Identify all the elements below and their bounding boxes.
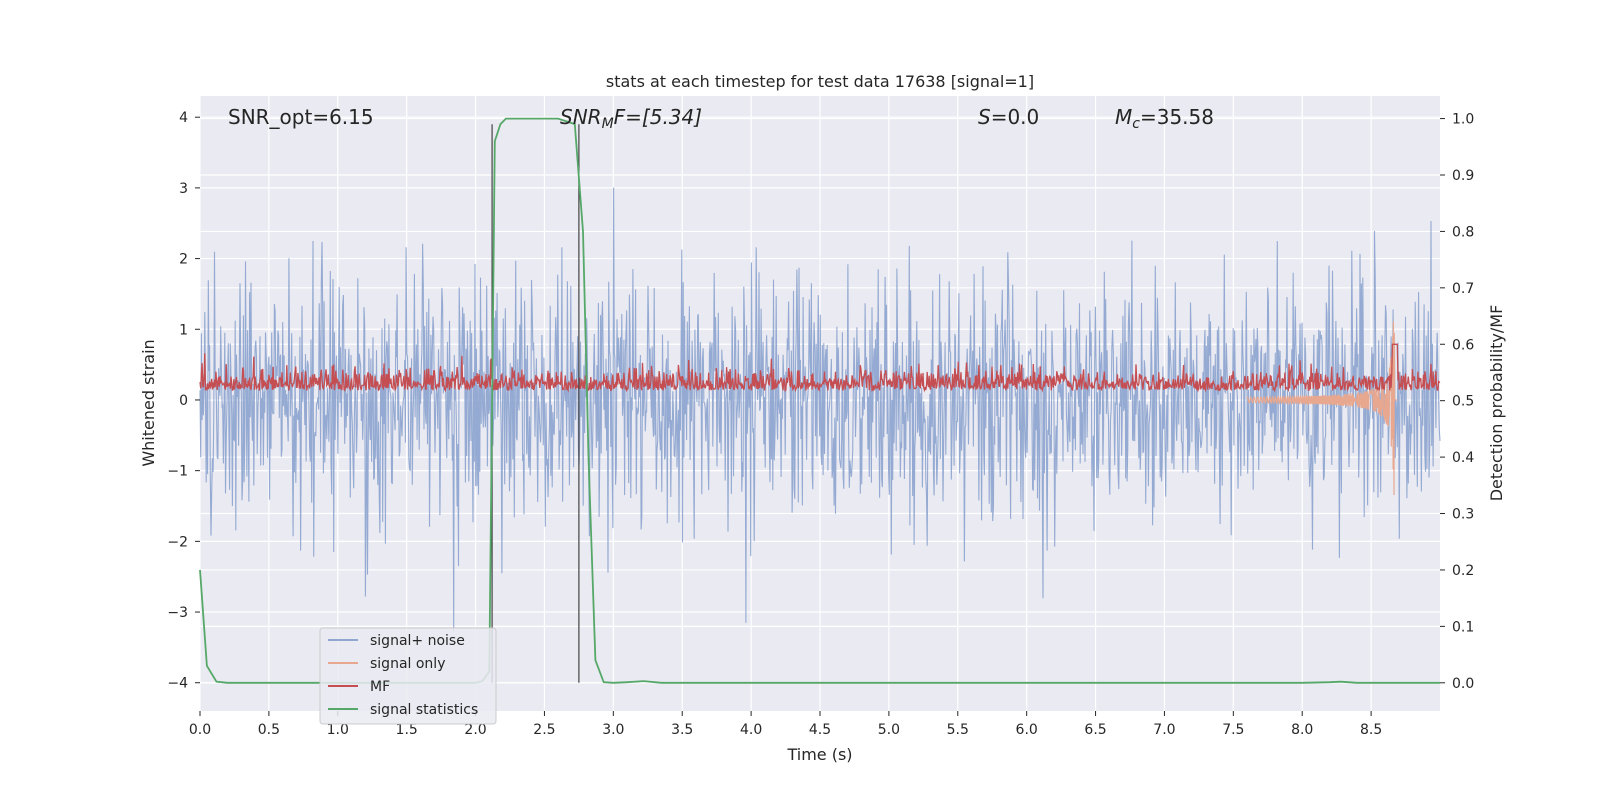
x-tick-label: 5.5	[947, 722, 969, 738]
x-tick-label: 1.0	[327, 722, 349, 738]
y-right-tick-label: 0.5	[1452, 394, 1474, 410]
legend-box	[319, 627, 497, 725]
y-tick-label: −1	[167, 464, 188, 480]
x-tick-label: 7.0	[1153, 722, 1175, 738]
mc-rest: =35.58	[1140, 105, 1214, 129]
s-rest: =0.0	[991, 105, 1040, 129]
y-axis-ticks: 4 3 2 1 0 −1 −2 −3 −4	[167, 110, 200, 692]
x-tick-label: 8.5	[1360, 722, 1382, 738]
y-right-tick-label: 0.3	[1452, 507, 1474, 523]
x-tick-label: 5.0	[878, 722, 900, 738]
legend: signal+ noise signal only MF signal stat…	[319, 627, 497, 725]
snr-mf-rest: F=[5.34]	[614, 105, 702, 129]
legend-label-mf: MF	[370, 679, 390, 695]
y-right-tick-label: 0.8	[1452, 224, 1474, 240]
y-tick-label: −4	[167, 676, 188, 692]
y-axis-label: Whitened strain	[139, 339, 158, 466]
y-right-tick-label: 0.6	[1452, 337, 1474, 353]
y-tick-label: −3	[167, 605, 188, 621]
x-axis-ticks: 0.0 0.5 1.0 1.5 2.0 2.5 3.0 3.5 4.0 4.5 5.0 5.5 6.0 6…	[189, 711, 1382, 738]
signal-only-series	[1246, 321, 1398, 496]
mf-line	[199, 343, 1441, 393]
snr-mf-main: SNR	[560, 105, 602, 129]
mc-annotation: Mc=35.58	[1115, 105, 1214, 132]
snr-opt-annotation: SNR_opt=6.15	[228, 105, 374, 129]
signal-only-line	[1246, 321, 1398, 496]
x-tick-label: 2.5	[533, 722, 555, 738]
y-right-tick-label: 0.2	[1452, 563, 1474, 579]
s-annotation: S=0.0	[978, 105, 1039, 129]
x-tick-label: 8.0	[1291, 722, 1313, 738]
chart-title: stats at each timestep for test data 176…	[606, 72, 1034, 91]
snr-mf-sub: M	[602, 116, 614, 132]
signal-noise-series	[199, 187, 1441, 632]
x-axis-label: Time (s)	[786, 745, 852, 764]
y-tick-label: −2	[167, 534, 188, 550]
x-tick-label: 3.5	[671, 722, 693, 738]
x-tick-label: 1.5	[396, 722, 418, 738]
x-tick-label: 6.0	[1016, 722, 1038, 738]
s-main: S	[978, 105, 991, 129]
x-tick-label: 0.0	[189, 722, 211, 738]
y-right-tick-label: 0.4	[1452, 450, 1474, 466]
x-tick-label: 0.5	[258, 722, 280, 738]
legend-label-stat: signal statistics	[370, 702, 478, 718]
legend-label-noise: signal+ noise	[370, 633, 465, 649]
mf-series	[199, 343, 1441, 393]
x-tick-label: 2.0	[464, 722, 486, 738]
y-tick-label: 4	[179, 110, 188, 126]
snr-mf-annotation: SNRMF=[5.34]	[560, 105, 702, 132]
y-right-tick-label: 0.9	[1452, 168, 1474, 184]
y-tick-label: 3	[179, 181, 188, 197]
legend-label-signal: signal only	[370, 656, 445, 672]
x-tick-label: 6.5	[1084, 722, 1106, 738]
x-tick-label: 3.0	[602, 722, 624, 738]
x-tick-label: 4.0	[740, 722, 762, 738]
x-tick-label: 7.5	[1222, 722, 1244, 738]
y-right-tick-label: 0.1	[1452, 619, 1474, 635]
y-right-tick-label: 0.7	[1452, 281, 1474, 297]
y-right-tick-label: 1.0	[1452, 112, 1474, 128]
y-right-axis-label: Detection probability/MF	[1487, 305, 1506, 502]
y-tick-label: 1	[179, 322, 188, 338]
x-tick-label: 4.5	[809, 722, 831, 738]
y-tick-label: 0	[179, 393, 188, 409]
mc-main: M	[1115, 105, 1132, 129]
y-right-axis-ticks: 1.0 0.9 0.8 0.7 0.6 0.5 0.4 0.3 0.2 0.1 0.0	[1440, 112, 1474, 692]
y-right-tick-label: 0.0	[1452, 676, 1474, 692]
signal-noise-line	[199, 187, 1441, 632]
mc-sub: c	[1132, 116, 1140, 132]
y-tick-label: 2	[179, 252, 188, 268]
